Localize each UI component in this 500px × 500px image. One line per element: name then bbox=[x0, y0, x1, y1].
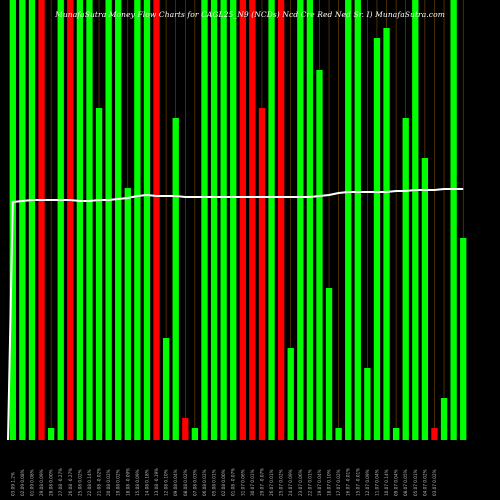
bar-21 bbox=[210, 0, 218, 440]
bar-41 bbox=[402, 118, 409, 440]
bar-22 bbox=[220, 0, 227, 440]
x-tick-label: 10.07 0.14% bbox=[384, 469, 389, 496]
bar-23 bbox=[230, 0, 237, 440]
bar-32 bbox=[316, 70, 323, 440]
bar-26 bbox=[258, 108, 266, 440]
bar-2 bbox=[28, 0, 36, 440]
x-tick-label: 27.08 -0.27% bbox=[58, 468, 63, 496]
bar-42 bbox=[412, 0, 419, 440]
x-tick-label: 25.07 0.02% bbox=[279, 469, 284, 496]
x-tick-label: 13.08 -0.19% bbox=[154, 468, 159, 496]
bar-3 bbox=[38, 0, 45, 440]
bar-43 bbox=[421, 158, 429, 440]
bar-9 bbox=[95, 108, 103, 440]
bar-6 bbox=[67, 0, 74, 440]
bar-24 bbox=[239, 0, 246, 440]
bar-17 bbox=[172, 118, 179, 440]
x-tick-label: 03.09 1.2% bbox=[10, 472, 15, 496]
x-tick-label: 29.07 -0.07% bbox=[259, 468, 264, 496]
bar-4 bbox=[47, 428, 55, 440]
bar-40 bbox=[392, 428, 400, 440]
x-tick-label: 03.07 0.02% bbox=[432, 469, 437, 496]
x-tick-label: 26.07 0.01% bbox=[269, 469, 274, 496]
bar-8 bbox=[86, 0, 93, 440]
bar-15 bbox=[153, 0, 160, 440]
x-tick-label: 09.07 0.04% bbox=[394, 469, 399, 496]
bar-34 bbox=[335, 428, 342, 440]
bar-38 bbox=[373, 38, 381, 440]
bar-7 bbox=[76, 0, 84, 440]
x-tick-label: 05.08 0.01% bbox=[212, 469, 217, 496]
bar-19 bbox=[191, 428, 199, 440]
x-tick-label: 18.08 -0.09% bbox=[125, 468, 130, 496]
x-tick-label: 01.09 0.08% bbox=[29, 469, 34, 496]
bar-33 bbox=[325, 288, 333, 440]
x-tick-label: 09.08 0.04% bbox=[173, 469, 178, 496]
bar-46 bbox=[450, 0, 457, 440]
x-tick-label: 14.08 0.18% bbox=[144, 469, 149, 496]
bar-18 bbox=[182, 418, 189, 440]
bar-36 bbox=[354, 0, 361, 440]
bar-27 bbox=[268, 0, 275, 440]
x-tick-label: 18.07 0.10% bbox=[327, 469, 332, 496]
x-tick-label: 22.07 0.01% bbox=[307, 469, 312, 496]
x-tick-label: 28.08 0.00% bbox=[49, 469, 54, 496]
bar-30 bbox=[297, 0, 304, 440]
bar-39 bbox=[383, 28, 390, 440]
x-tick-label: 02.08 0.00% bbox=[221, 469, 226, 496]
bar-29 bbox=[287, 348, 294, 440]
bar-45 bbox=[440, 398, 448, 440]
bar-28 bbox=[277, 0, 285, 440]
x-tick-label: 23.07 0.06% bbox=[298, 469, 303, 496]
chart-title: MunafaSutra Money Flow Charts for CAGL25… bbox=[55, 10, 445, 19]
bar-37 bbox=[364, 368, 371, 440]
x-tick-label: 04.07 0.02% bbox=[422, 469, 427, 496]
x-tick-label: 29.08 0.09% bbox=[39, 469, 44, 496]
x-tick-label: 07.08 0.03% bbox=[192, 469, 197, 496]
bar-1 bbox=[19, 0, 26, 440]
x-tick-label: 24.07 0.09% bbox=[288, 469, 293, 496]
bar-47 bbox=[460, 238, 467, 440]
bar-12 bbox=[124, 188, 131, 440]
bar-31 bbox=[306, 0, 314, 440]
x-tick-label: 19.07 0.04% bbox=[317, 469, 322, 496]
bar-13 bbox=[134, 0, 141, 440]
price-line bbox=[7, 188, 464, 441]
x-tick-label: 06.08 0.02% bbox=[202, 469, 207, 496]
x-tick-label: 08.08 0.02% bbox=[183, 469, 188, 496]
bar-5 bbox=[57, 0, 64, 440]
bar-25 bbox=[249, 0, 256, 440]
x-tick-label: 26.08 -0.27% bbox=[68, 468, 73, 496]
bar-10 bbox=[105, 0, 112, 440]
x-tick-label: 05.07 0.01% bbox=[413, 469, 418, 496]
x-tick-label: 19.08 0.02% bbox=[116, 469, 121, 496]
x-tick-label: 12.08 0.10% bbox=[164, 469, 169, 496]
bar-44 bbox=[431, 428, 438, 440]
x-tick-label: 11.07 0.04% bbox=[374, 469, 379, 496]
x-tick-label: 08.07 0.05% bbox=[403, 469, 408, 496]
bar-11 bbox=[115, 0, 122, 440]
bar-20 bbox=[201, 0, 208, 440]
bar-35 bbox=[345, 0, 352, 440]
bar-14 bbox=[143, 0, 151, 440]
x-tick-label: 02.09 0.08% bbox=[20, 469, 25, 496]
x-tick-label: 20.08 0.02% bbox=[106, 469, 111, 496]
x-tick-label: 25.08 0.02% bbox=[77, 469, 82, 496]
x-tick-label: 16.07 -0.01% bbox=[346, 468, 351, 496]
x-tick-label: 30.07 0.01% bbox=[250, 469, 255, 496]
bar-16 bbox=[162, 338, 170, 440]
x-tick-label: 31.07 0.06% bbox=[240, 469, 245, 496]
x-tick-label: 01.08 -0.07% bbox=[231, 468, 236, 496]
x-tick-label: 17.07 0.02% bbox=[336, 469, 341, 496]
x-tick-label: 15.07 -0.01% bbox=[355, 468, 360, 496]
x-tick-label: 21.08 -0.02% bbox=[97, 468, 102, 496]
x-tick-label: 12.07 0.09% bbox=[365, 469, 370, 496]
x-tick-label: 15.08 0.09% bbox=[135, 469, 140, 496]
x-tick-label: 22.08 0.14% bbox=[87, 469, 92, 496]
